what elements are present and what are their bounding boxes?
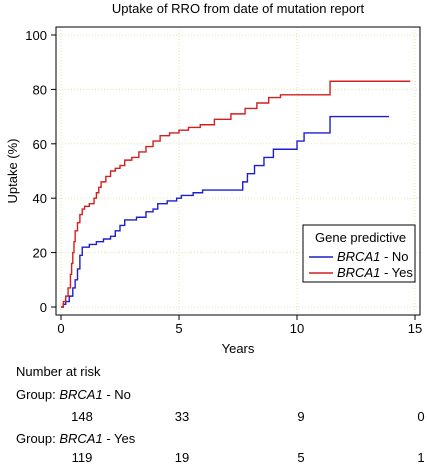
risk-group-suffix: - Yes xyxy=(102,431,136,446)
risk-group-prefix: Group: xyxy=(16,387,60,402)
x-tick-label: 10 xyxy=(290,321,304,336)
legend-entry-gene: BRCA1 xyxy=(337,249,380,264)
y-tick-label: 0 xyxy=(40,300,47,315)
risk-group-label: Group: BRCA1 - No xyxy=(16,387,131,402)
x-tick-label: 15 xyxy=(408,321,422,336)
risk-count: 148 xyxy=(71,409,93,424)
legend-entry: BRCA1 - Yes xyxy=(337,265,413,280)
y-tick-label: 40 xyxy=(33,191,47,206)
risk-count: 19 xyxy=(174,450,190,465)
series-line xyxy=(61,115,390,308)
legend-entry: BRCA1 - No xyxy=(337,249,409,264)
risk-group-label: Group: BRCA1 - Yes xyxy=(16,431,135,446)
risk-count: 1 xyxy=(417,450,425,465)
risk-count: 119 xyxy=(71,450,93,465)
risk-group-suffix: - No xyxy=(102,387,131,402)
risk-group-prefix: Group: xyxy=(16,431,60,446)
risk-count: 33 xyxy=(174,409,190,424)
x-tick-label: 5 xyxy=(175,321,182,336)
y-axis-label: Uptake (%) xyxy=(5,138,20,203)
risk-table-title: Number at risk xyxy=(16,364,101,379)
y-tick-label: 80 xyxy=(33,82,47,97)
legend-title: Gene predictive xyxy=(315,230,406,245)
y-tick-label: 20 xyxy=(33,246,47,261)
x-axis-label: Years xyxy=(222,341,255,356)
x-tick-label: 0 xyxy=(57,321,64,336)
risk-group-gene: BRCA1 xyxy=(59,431,103,446)
risk-count: 5 xyxy=(297,450,305,465)
risk-count: 0 xyxy=(417,409,425,424)
chart-title: Uptake of RRO from date of mutation repo… xyxy=(112,1,365,16)
risk-group-gene: BRCA1 xyxy=(59,387,103,402)
plot-frame xyxy=(55,26,421,316)
legend-entry-suffix: - No xyxy=(380,249,408,264)
series-line xyxy=(61,80,411,308)
y-tick-label: 100 xyxy=(25,28,47,43)
risk-count: 9 xyxy=(297,409,305,424)
legend-entry-suffix: - Yes xyxy=(380,265,413,280)
legend-entry-gene: BRCA1 xyxy=(337,265,380,280)
y-tick-label: 60 xyxy=(33,137,47,152)
